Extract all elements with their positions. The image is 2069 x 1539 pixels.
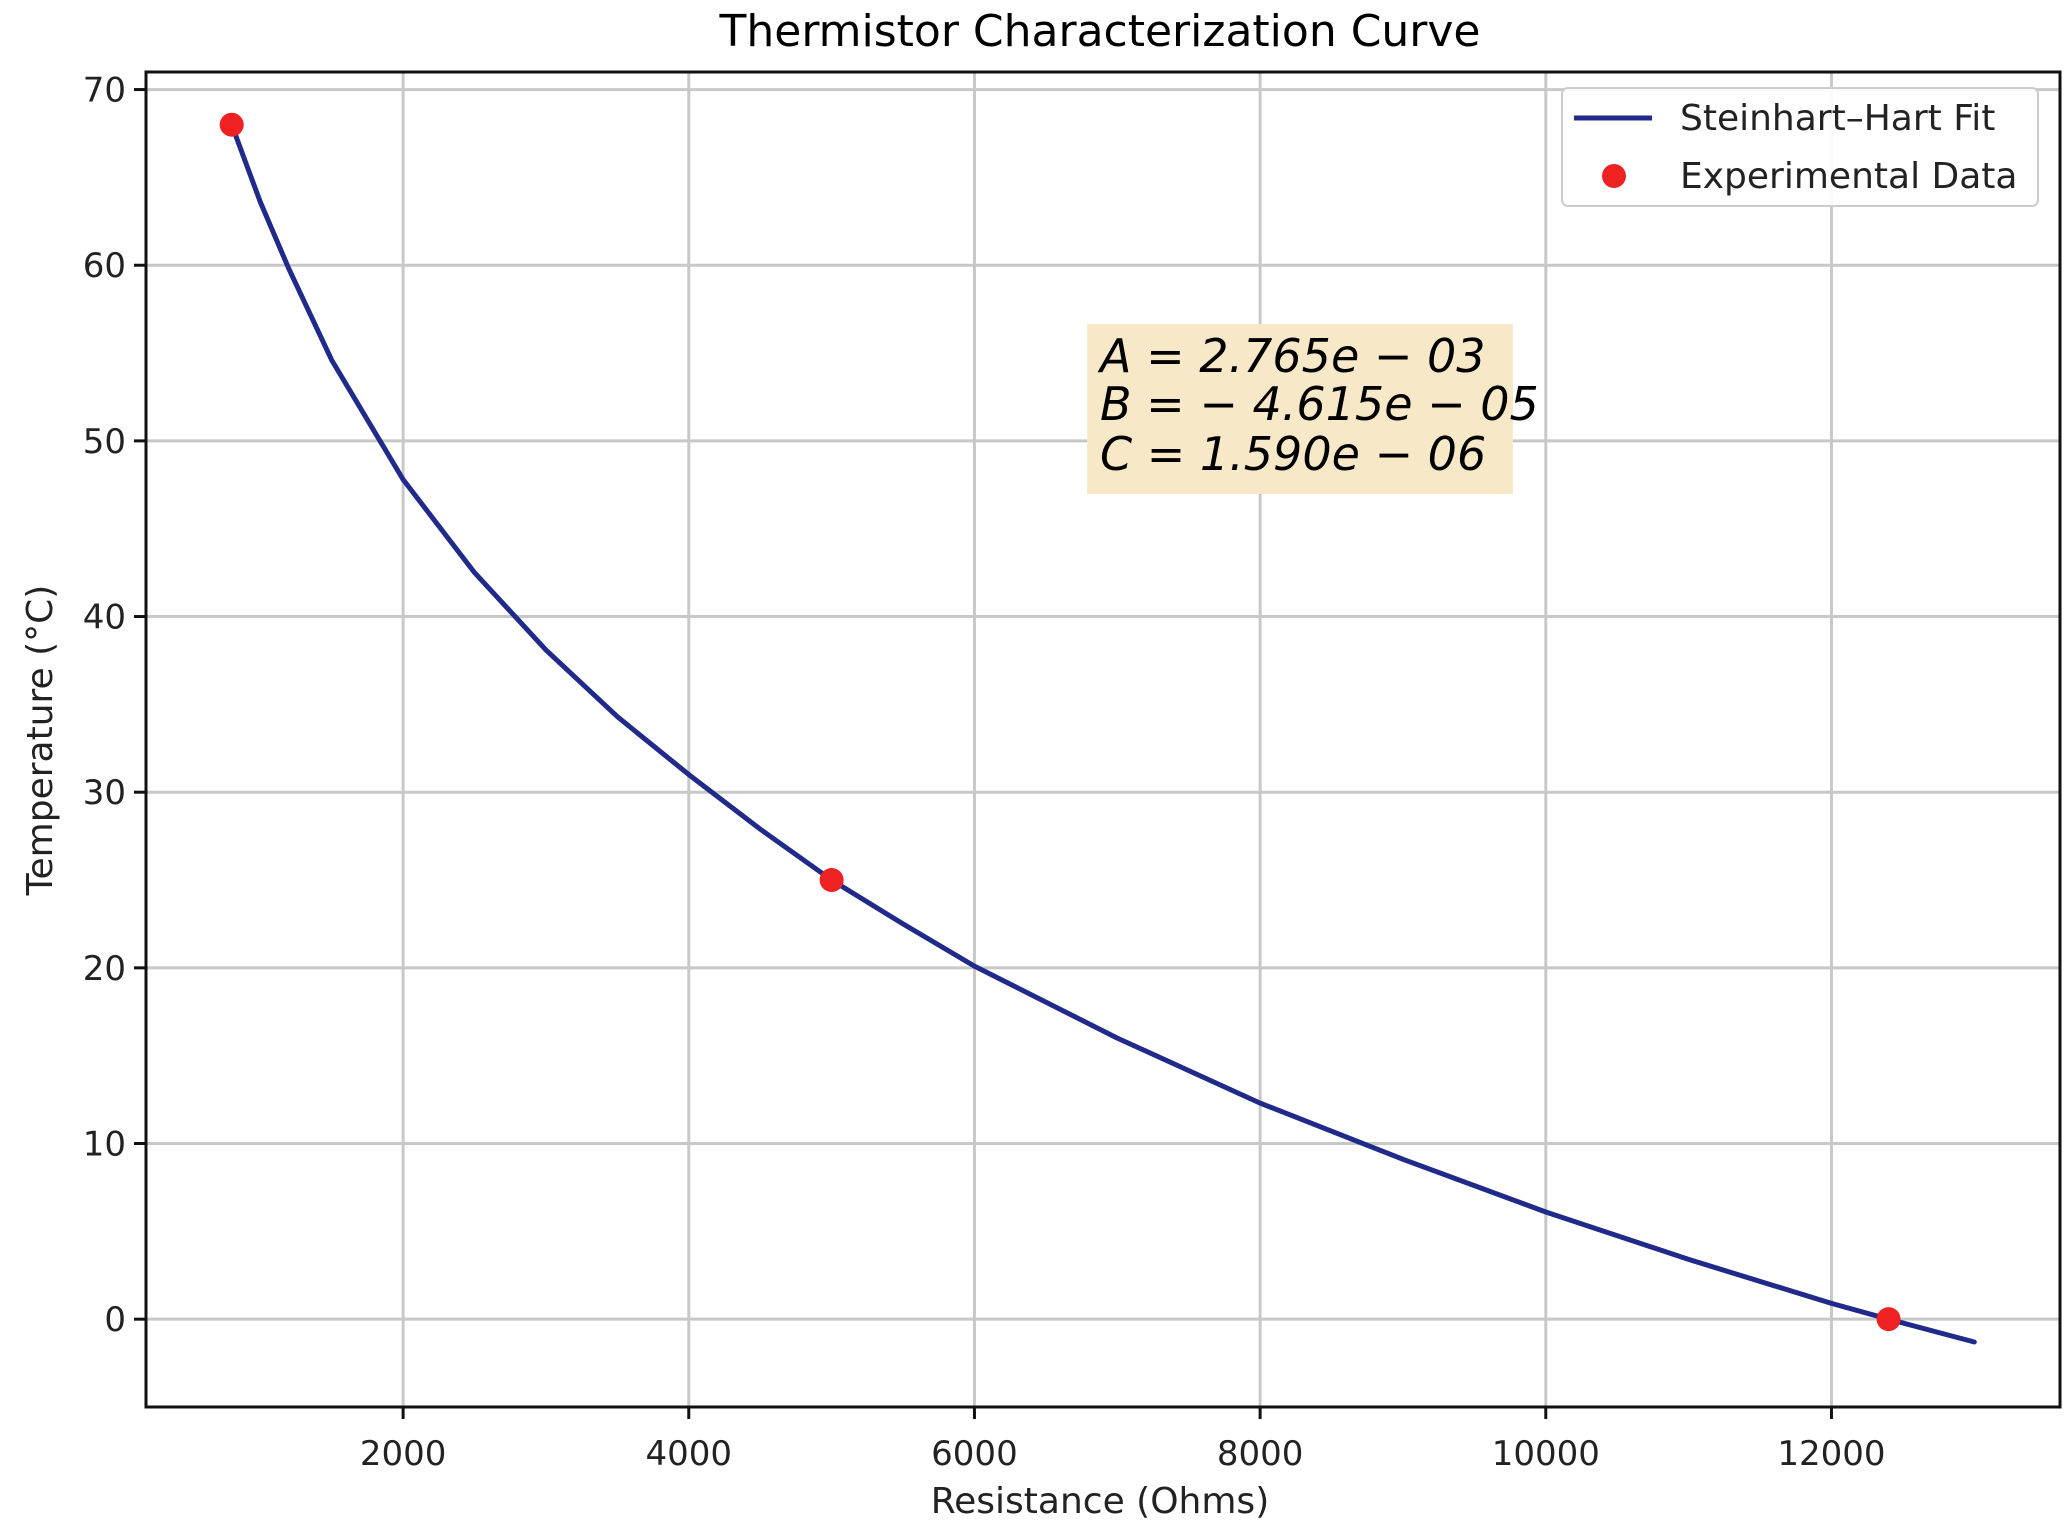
y-tick-label: 60 [83, 246, 126, 286]
grid-layer [146, 72, 2060, 1407]
y-tick-label: 10 [83, 1125, 126, 1165]
x-tick-label: 8000 [1217, 1434, 1304, 1474]
data-point [1876, 1307, 1901, 1332]
plot-layer [219, 112, 1977, 1345]
legend: Steinhart–Hart Fit Experimental Data [1561, 87, 2039, 207]
y-tick-label: 50 [83, 422, 126, 462]
y-tick-label: 0 [104, 1300, 126, 1340]
legend-label-data: Experimental Data [1680, 156, 2017, 197]
annotation-line-a: A = 2.765e − 03 [1097, 329, 1486, 383]
fit-curve [229, 122, 1977, 1345]
legend-label-fit: Steinhart–Hart Fit [1680, 98, 1995, 139]
annotation-line-b: B = − 4.615e − 05 [1100, 377, 1539, 431]
plot-frame [144, 70, 2062, 1409]
chart-title: Thermistor Characterization Curve [719, 6, 1481, 57]
x-axis-label: Resistance (Ohms) [931, 1481, 1270, 1522]
x-tick-label: 12000 [1777, 1434, 1885, 1474]
legend-box [1561, 87, 2039, 207]
data-point [819, 868, 844, 893]
x-tick-label: 10000 [1492, 1434, 1600, 1474]
y-tick-label: 20 [83, 949, 126, 989]
data-point [219, 112, 244, 137]
annotation-line-c: C = 1.590e − 06 [1100, 427, 1486, 481]
ticks-layer: 2000 4000 6000 8000 10000 12000 0 10 20 30 40 50 60 7… [83, 71, 1886, 1474]
annotation-box: A = 2.765e − 03 B = − 4.615e − 05 C = 1.… [1087, 324, 1539, 494]
annotation-background [1087, 324, 1513, 494]
y-tick-label: 70 [83, 71, 126, 111]
legend-marker-swatch [1602, 164, 1626, 188]
y-tick-label: 40 [83, 598, 126, 638]
y-tick-label: 30 [83, 773, 126, 813]
x-tick-label: 6000 [931, 1434, 1018, 1474]
x-tick-label: 4000 [646, 1434, 733, 1474]
x-tick-label: 2000 [360, 1434, 447, 1474]
y-axis-label: Temperature (°C) [20, 585, 61, 897]
